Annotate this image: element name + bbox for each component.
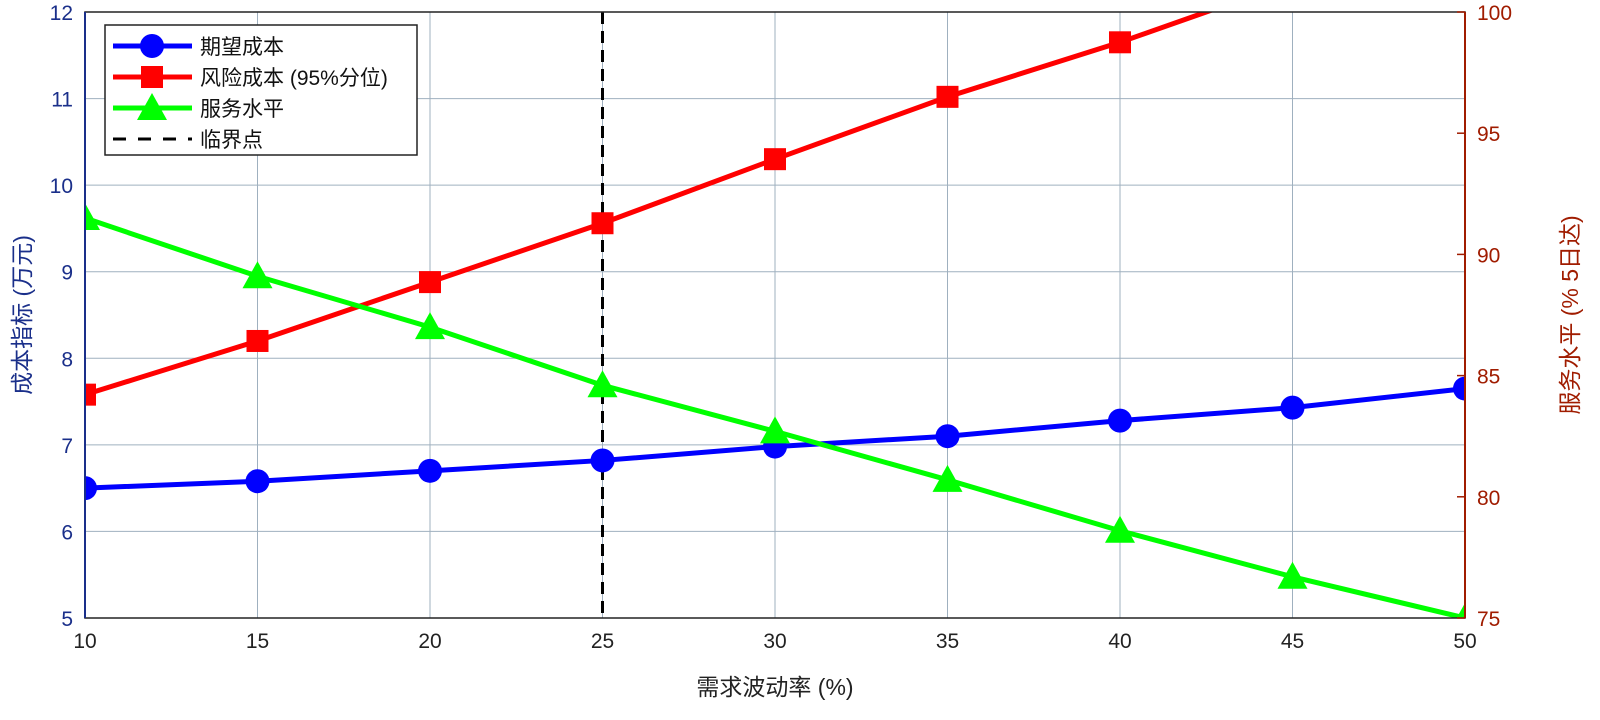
data-point-circle [1280,395,1305,420]
y-left-tick-label: 5 [61,608,73,631]
x-tick-label: 25 [591,630,614,653]
data-point-square [419,271,441,294]
x-tick-label: 45 [1281,630,1304,653]
data-point-circle [245,469,270,494]
data-point-triangle [587,370,618,398]
data-point-triangle [85,203,100,231]
y-right-tick-label: 80 [1477,487,1500,510]
legend-swatch-marker [137,93,167,120]
y-axis-right-label: 服务水平 (% 5日达) [1557,215,1583,414]
y-right-tick-label: 100 [1477,2,1512,25]
data-point-triangle [932,464,963,492]
data-point-square [85,383,96,406]
x-tick-label: 35 [936,630,959,653]
x-tick-label: 30 [763,630,786,653]
data-point-circle [1453,376,1465,401]
y-left-tick-label: 10 [50,175,73,198]
legend-entry-label: 期望成本 [200,36,284,59]
data-point-circle [85,476,97,501]
legend-swatch-marker [140,34,164,58]
y-left-tick-label: 7 [61,435,73,458]
y-left-tick-label: 12 [50,2,73,25]
data-point-triangle [1456,603,1465,618]
x-tick-label: 10 [73,630,96,653]
data-point-square [764,148,786,171]
data-point-square [936,85,959,108]
data-point-circle [590,448,615,473]
y-left-tick-label: 11 [51,89,73,112]
y-right-tick-label: 85 [1477,366,1500,389]
x-tick-label: 15 [246,630,269,653]
series-layer [85,12,1465,618]
x-tick-label: 20 [418,630,441,653]
y-left-tick-label: 9 [61,262,73,285]
axes: 10 15 20 25 30 35 40 45 50 5 6 7 8 9 10 11 12 75 80 85 90 95 1… [50,2,1512,653]
legend-swatch-marker [141,66,163,88]
data-point-circle [418,458,442,483]
data-point-triangle [1277,561,1308,589]
legend-entry-label: 服务水平 [200,98,284,121]
data-point-triangle [1105,515,1135,543]
data-point-triangle [760,416,790,444]
y-right-tick-label: 90 [1477,244,1500,267]
y-left-tick-label: 8 [61,348,73,371]
data-point-square [591,212,614,235]
x-tick-label: 50 [1453,630,1476,653]
x-tick-label: 40 [1108,630,1131,653]
data-point-square [1109,31,1131,54]
data-point-square [246,329,269,352]
data-point-triangle [415,312,445,340]
y-axis-left-label: 成本指标 (万元) [9,235,35,395]
y-right-tick-label: 95 [1477,123,1500,146]
y-right-tick-label: 75 [1477,608,1500,631]
legend-entry-label: 临界点 [200,129,263,152]
data-point-circle [935,424,960,449]
x-axis-label: 需求波动率 (%) [696,674,853,700]
legend-entry-label: 风险成本 (95%分位) [200,67,388,90]
data-point-circle [1108,408,1132,433]
y-left-tick-label: 6 [61,521,73,544]
data-point-triangle [242,261,273,289]
